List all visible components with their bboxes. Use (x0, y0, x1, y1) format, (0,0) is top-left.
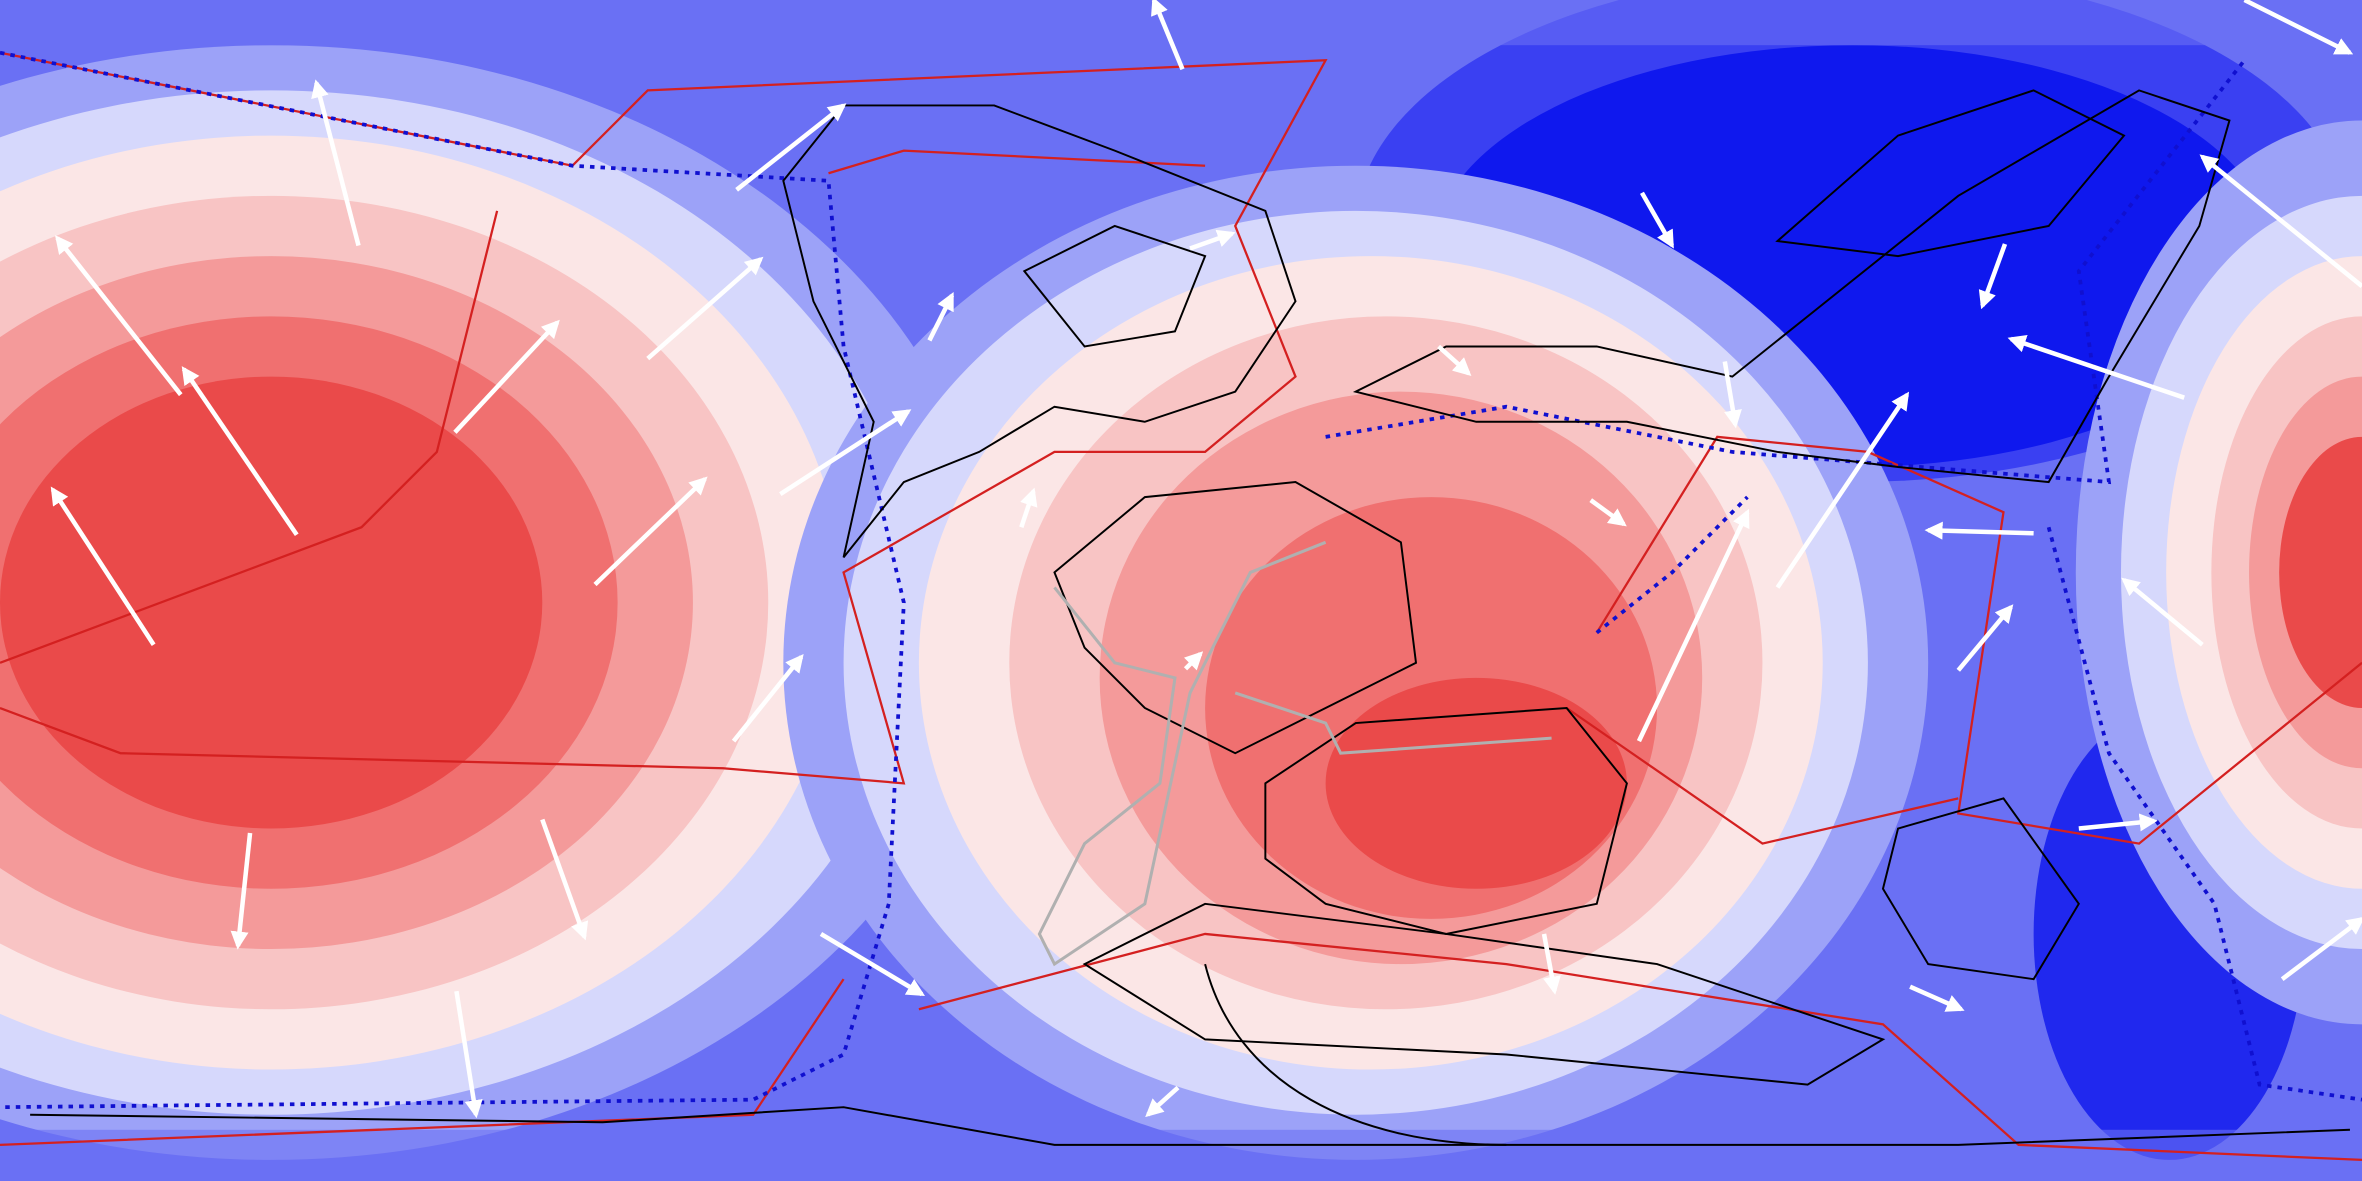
rift-lines (1037, 540, 1552, 967)
high-field-left (0, 45, 994, 1160)
high-field-right (2075, 120, 2362, 1025)
coastlines (30, 89, 2350, 1146)
high-field-center (783, 165, 1929, 1160)
plate-boundaries (0, 51, 2362, 1162)
polar-band (0, 1129, 2362, 1181)
polar-band (0, 0, 2362, 46)
velocity-arrows (50, 0, 2362, 1119)
subduction-zones (0, 50, 2362, 1110)
